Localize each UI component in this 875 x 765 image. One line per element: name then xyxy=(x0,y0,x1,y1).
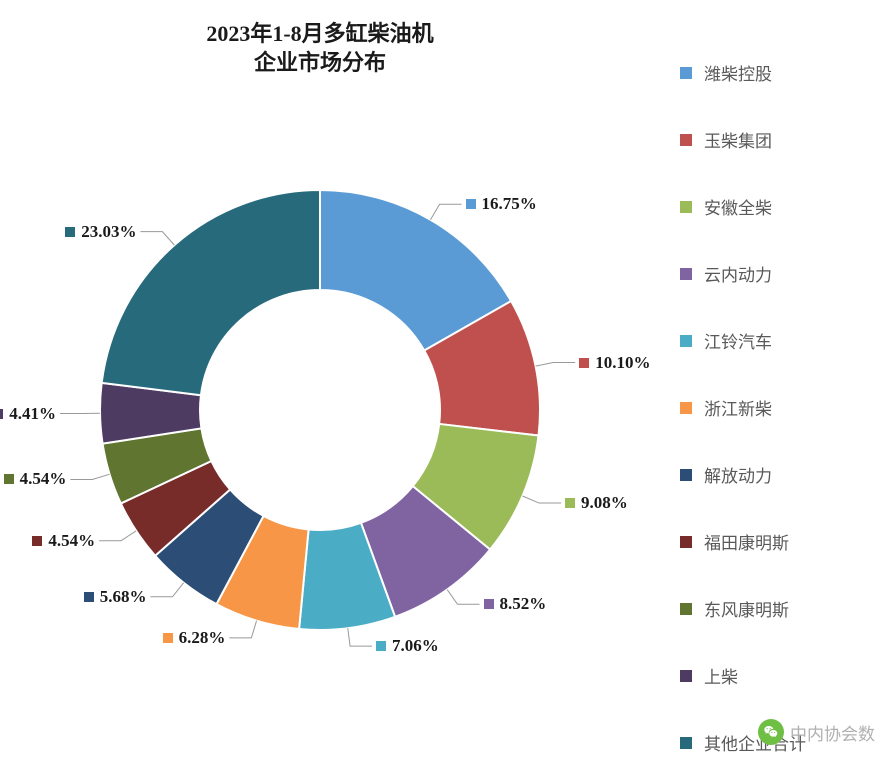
segment-swatch xyxy=(163,633,173,643)
segment-swatch xyxy=(565,498,575,508)
leader-line xyxy=(70,474,109,479)
segment-swatch xyxy=(376,641,386,651)
chart-title: 2023年1-8月多缸柴油机 企业市场分布 xyxy=(0,20,640,77)
legend-item: 上柴 xyxy=(680,663,855,688)
segment-swatch xyxy=(65,227,75,237)
legend-swatch xyxy=(680,268,692,280)
leader-line xyxy=(229,621,256,638)
title-line2: 企业市场分布 xyxy=(254,50,386,75)
legend-item: 潍柴控股 xyxy=(680,60,855,85)
leader-line xyxy=(431,204,462,220)
segment-label: 10.10% xyxy=(579,353,650,373)
segment-swatch xyxy=(0,409,3,419)
legend-item: 江铃汽车 xyxy=(680,328,855,353)
leader-line xyxy=(151,583,184,597)
legend-item: 安徽全柴 xyxy=(680,194,855,219)
leader-line xyxy=(348,628,372,646)
segment-label-text: 23.03% xyxy=(81,222,136,242)
segment-label: 8.52% xyxy=(484,594,547,614)
segment-label-text: 10.10% xyxy=(595,353,650,373)
segment-swatch xyxy=(466,199,476,209)
wechat-icon xyxy=(758,719,784,745)
segment-label-text: 5.68% xyxy=(100,587,147,607)
legend-label: 东风康明斯 xyxy=(704,596,789,621)
legend-swatch xyxy=(680,670,692,682)
segment-label: 23.03% xyxy=(65,222,136,242)
segment-label-text: 4.54% xyxy=(48,531,95,551)
donut-chart: 16.75%10.10%9.08%8.52%7.06%6.28%5.68%4.5… xyxy=(20,110,620,710)
legend-item: 玉柴集团 xyxy=(680,127,855,152)
legend-swatch xyxy=(680,469,692,481)
segment-label-text: 6.28% xyxy=(179,628,226,648)
legend-item: 解放动力 xyxy=(680,462,855,487)
legend-swatch xyxy=(680,603,692,615)
segment-label-text: 9.08% xyxy=(581,493,628,513)
chart-container: 2023年1-8月多缸柴油机 企业市场分布 16.75% 10.10% 9.08% 8… xyxy=(0,0,875,765)
legend-label: 玉柴集团 xyxy=(704,127,772,152)
legend-label: 浙江新柴 xyxy=(704,395,772,420)
segment-label-text: 4.54% xyxy=(20,469,67,489)
segment-label-text: 8.52% xyxy=(500,594,547,614)
legend-label: 福田康明斯 xyxy=(704,529,789,554)
segment-label: 4.54% xyxy=(32,531,95,551)
segment-swatch xyxy=(32,536,42,546)
legend-label: 上柴 xyxy=(704,663,738,688)
segment-swatch xyxy=(84,592,94,602)
segment-swatch xyxy=(4,474,14,484)
legend-item: 浙江新柴 xyxy=(680,395,855,420)
legend-swatch xyxy=(680,335,692,347)
segment-label: 6.28% xyxy=(163,628,226,648)
legend-swatch xyxy=(680,201,692,213)
legend-swatch xyxy=(680,402,692,414)
legend-swatch xyxy=(680,134,692,146)
segment-label-text: 4.41% xyxy=(9,404,56,424)
leader-line xyxy=(536,363,576,367)
title-line1: 2023年1-8月多缸柴油机 xyxy=(206,21,433,46)
legend-item: 云内动力 xyxy=(680,261,855,286)
segment-label: 4.41% xyxy=(0,404,56,424)
legend-swatch xyxy=(680,536,692,548)
segment-swatch xyxy=(484,599,494,609)
watermark: 中内协会数 xyxy=(758,719,875,745)
legend-swatch xyxy=(680,737,692,749)
legend-label: 云内动力 xyxy=(704,261,772,286)
segment-swatch xyxy=(579,358,589,368)
legend-label: 江铃汽车 xyxy=(704,328,772,353)
segment-label: 7.06% xyxy=(376,636,439,656)
legend-label: 潍柴控股 xyxy=(704,60,772,85)
segment-label: 4.54% xyxy=(4,469,67,489)
segment-label: 16.75% xyxy=(466,194,537,214)
segment-label: 9.08% xyxy=(565,493,628,513)
legend-label: 解放动力 xyxy=(704,462,772,487)
watermark-text: 中内协会数 xyxy=(790,720,875,745)
legend-swatch xyxy=(680,67,692,79)
legend: 潍柴控股玉柴集团安徽全柴云内动力江铃汽车浙江新柴解放动力福田康明斯东风康明斯上柴… xyxy=(680,60,855,755)
leader-line xyxy=(99,531,136,541)
segment-label-text: 7.06% xyxy=(392,636,439,656)
leader-line xyxy=(140,232,174,245)
segment-label-text: 16.75% xyxy=(482,194,537,214)
legend-item: 福田康明斯 xyxy=(680,529,855,554)
legend-label: 安徽全柴 xyxy=(704,194,772,219)
legend-item: 东风康明斯 xyxy=(680,596,855,621)
leader-line xyxy=(522,496,561,503)
segment-label: 5.68% xyxy=(84,587,147,607)
leader-line xyxy=(447,590,479,605)
